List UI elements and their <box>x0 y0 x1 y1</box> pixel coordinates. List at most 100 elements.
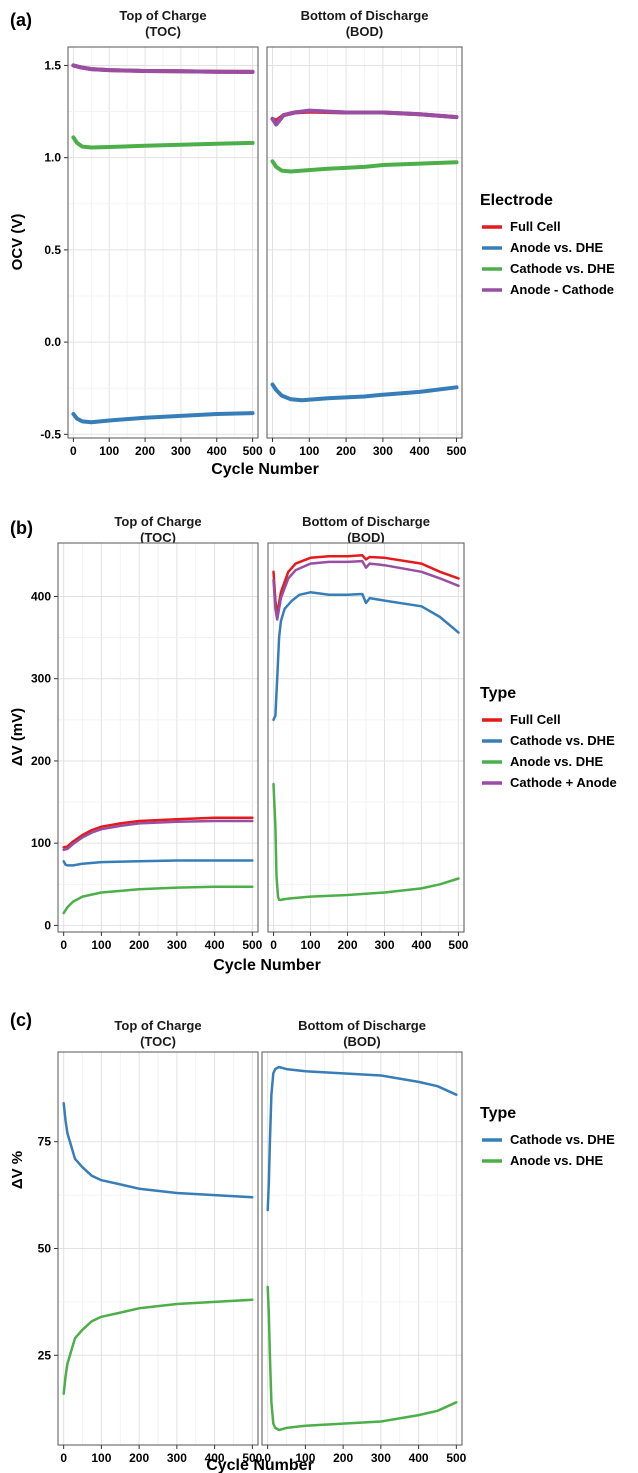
x-tick-label: 100 <box>91 1451 111 1465</box>
y-tick-label: 200 <box>31 754 51 768</box>
series-line <box>71 63 255 74</box>
series-line <box>270 382 459 403</box>
legend-title: Electrode <box>480 192 553 209</box>
legend-item-label: Cathode vs. DHE <box>510 733 615 748</box>
legend-item-label: Full Cell <box>510 219 561 234</box>
legend-item-label: Full Cell <box>510 712 561 727</box>
x-tick-label: 0 <box>264 1451 271 1465</box>
y-tick-label: 25 <box>38 1348 52 1362</box>
x-tick-label: 300 <box>371 1451 391 1465</box>
series-line <box>270 108 459 127</box>
facet-title: Top of Charge <box>114 1018 201 1033</box>
series-line <box>62 1102 254 1199</box>
x-axis-title: Cycle Number <box>213 957 321 974</box>
x-tick-label: 0 <box>70 444 77 458</box>
x-tick-label: 300 <box>167 938 187 952</box>
legend-item-label: Anode vs. DHE <box>510 1153 604 1168</box>
x-tick-label: 400 <box>207 444 227 458</box>
x-tick-label: 0 <box>60 938 67 952</box>
legend-title: Type <box>480 685 516 702</box>
x-tick-label: 200 <box>135 444 155 458</box>
x-tick-label: 400 <box>205 938 225 952</box>
chart-panel: (c) ΔV % Cycle Number 25 50 75 Top of Charge(T… <box>9 1010 615 1473</box>
x-tick-label: 400 <box>205 1451 225 1465</box>
facet: Top of Charge(TOC) 0 100 200 300 400 500 <box>67 8 263 458</box>
facet-title: Top of Charge <box>119 8 206 23</box>
x-tick-label: 200 <box>336 444 356 458</box>
panel-label: (a) <box>10 10 32 30</box>
facet-title: (TOC) <box>140 530 176 545</box>
series-line <box>62 885 254 915</box>
x-tick-label: 500 <box>446 444 466 458</box>
legend-item-label: Anode - Cathode <box>510 282 614 297</box>
x-tick-label: 0 <box>269 444 276 458</box>
facet: Top of Charge(TOC) 0 100 200 300 400 500 <box>57 1018 263 1465</box>
x-tick-label: 400 <box>409 1451 429 1465</box>
panel-border <box>266 46 463 439</box>
panel-border <box>57 1051 259 1446</box>
y-tick-label: 100 <box>31 836 51 850</box>
facet: Top of Charge(TOC) 0 100 200 300 400 500 <box>57 514 263 952</box>
legend-item-label: Cathode vs. DHE <box>510 261 615 276</box>
series-line <box>62 1298 254 1395</box>
facet-title: (TOC) <box>145 24 181 39</box>
y-tick-label: 50 <box>38 1242 52 1256</box>
y-tick-label: -0.5 <box>40 427 61 441</box>
series-line <box>62 816 254 849</box>
x-axis-title: Cycle Number <box>211 461 319 478</box>
x-tick-label: 200 <box>333 1451 353 1465</box>
x-tick-label: 100 <box>295 1451 315 1465</box>
facet: Bottom of Discharge(BOD) 0 100 200 300 400 500 <box>261 1018 467 1465</box>
panel-border <box>67 46 259 439</box>
x-tick-label: 400 <box>410 444 430 458</box>
y-axis-title: ΔV (mV) <box>9 708 26 766</box>
x-tick-label: 500 <box>446 1451 466 1465</box>
facet-title: (BOD) <box>346 24 384 39</box>
panel-border <box>267 542 465 933</box>
x-tick-label: 0 <box>60 1451 67 1465</box>
x-tick-label: 500 <box>243 444 263 458</box>
series-line <box>71 411 255 425</box>
legend-item-label: Anode vs. DHE <box>510 240 604 255</box>
legend-item-label: Anode vs. DHE <box>510 754 604 769</box>
series-line <box>266 1285 458 1432</box>
facet: Bottom of Discharge(BOD) 0 100 200 300 400 500 <box>267 514 469 952</box>
series-line <box>71 135 255 150</box>
panel-border <box>57 542 259 933</box>
series-line <box>272 591 460 722</box>
facet-title: (BOD) <box>347 530 385 545</box>
legend: Electrode Full Cell Anode vs. DHE Cathode v… <box>480 192 615 297</box>
x-tick-label: 0 <box>270 938 277 952</box>
x-tick-label: 200 <box>129 1451 149 1465</box>
facet-title: Bottom of Discharge <box>298 1018 426 1033</box>
facet-title: Bottom of Discharge <box>301 8 429 23</box>
y-tick-label: 0 <box>44 918 51 932</box>
x-tick-label: 100 <box>99 444 119 458</box>
series-line <box>62 819 254 852</box>
y-axis-title: ΔV % <box>9 1151 26 1189</box>
x-tick-label: 100 <box>91 938 111 952</box>
facet-title: (TOC) <box>140 1034 176 1049</box>
y-tick-label: 300 <box>31 672 51 686</box>
series-line <box>272 559 460 621</box>
y-axis-title: OCV (V) <box>9 214 26 271</box>
panel-border <box>261 1051 463 1446</box>
panel-label: (c) <box>10 1010 32 1030</box>
x-tick-label: 100 <box>301 938 321 952</box>
legend: Type Full Cell Cathode vs. DHE Anode vs. DH… <box>480 685 617 790</box>
y-tick-label: 0.0 <box>44 335 61 349</box>
x-tick-label: 500 <box>242 938 262 952</box>
series-line <box>266 1065 458 1212</box>
x-axis-title: Cycle Number <box>206 1457 314 1473</box>
x-tick-label: 300 <box>171 444 191 458</box>
facet-title: Top of Charge <box>114 514 201 529</box>
x-tick-label: 400 <box>411 938 431 952</box>
x-tick-label: 500 <box>448 938 468 952</box>
x-tick-label: 300 <box>374 938 394 952</box>
x-tick-label: 200 <box>129 938 149 952</box>
legend-item-label: Cathode + Anode <box>510 775 617 790</box>
y-tick-label: 1.5 <box>44 58 61 72</box>
y-tick-label: 400 <box>31 589 51 603</box>
